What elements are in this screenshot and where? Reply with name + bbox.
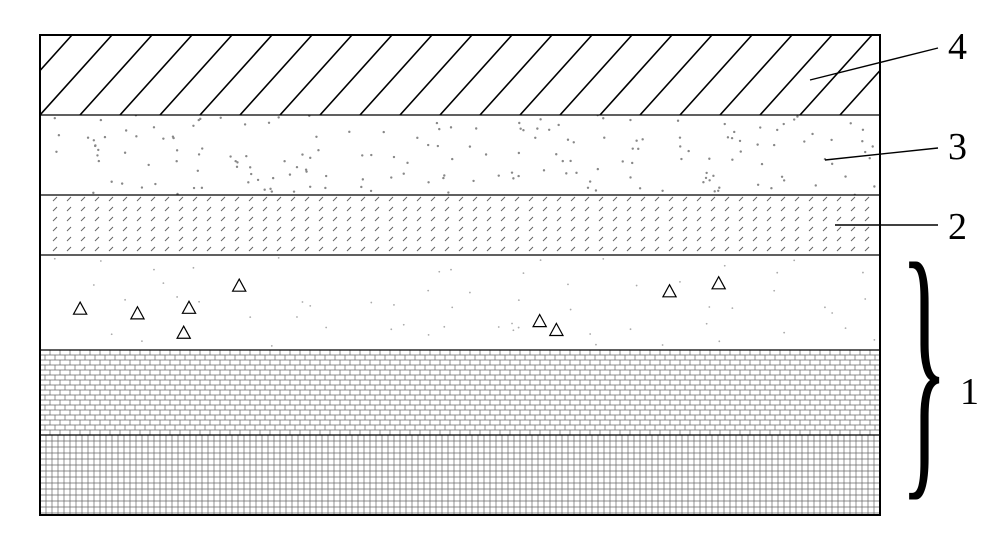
group-brace: }	[900, 240, 948, 490]
diagram-svg	[0, 0, 1000, 547]
label-1: 1	[960, 370, 979, 414]
label-4: 4	[948, 25, 967, 69]
label-2: 2	[948, 205, 967, 249]
figure-canvas: 4 3 2 1 }	[0, 0, 1000, 547]
label-3: 3	[948, 125, 967, 169]
